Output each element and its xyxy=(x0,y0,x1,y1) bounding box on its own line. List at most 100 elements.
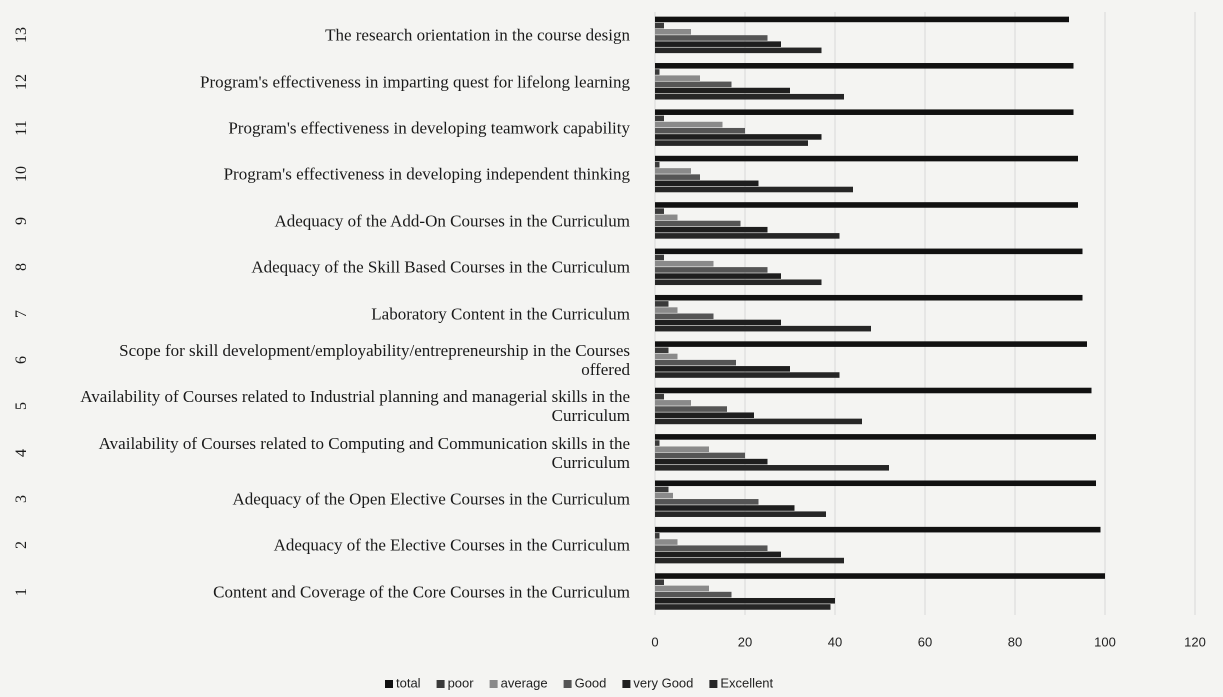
x-tick-label: 60 xyxy=(918,634,932,649)
legend-label: Excellent xyxy=(720,675,773,690)
bar xyxy=(655,585,709,592)
bar xyxy=(655,387,1092,394)
category-number: 8 xyxy=(13,263,30,272)
bar xyxy=(655,174,700,180)
bar xyxy=(655,233,840,239)
bar xyxy=(655,579,664,586)
x-tick-label: 120 xyxy=(1184,634,1206,649)
bar xyxy=(655,75,700,81)
bar xyxy=(655,533,660,539)
bar xyxy=(655,109,1074,115)
legend-swatch xyxy=(709,680,718,688)
category-label: Adequacy of the Add-On Courses in the Cu… xyxy=(274,211,630,231)
bar xyxy=(655,458,768,465)
bar xyxy=(655,214,678,221)
bar xyxy=(655,168,691,174)
legend-swatch xyxy=(385,680,393,688)
bar xyxy=(655,591,732,598)
category-label: Availability of Courses related to Indus… xyxy=(80,387,630,426)
bar xyxy=(655,319,781,326)
bar xyxy=(655,325,871,332)
bar xyxy=(655,499,759,505)
category-label: Adequacy of the Skill Based Courses in t… xyxy=(251,257,630,277)
bar xyxy=(655,186,853,193)
bar xyxy=(655,115,664,122)
bar xyxy=(655,93,844,100)
category-label: Scope for skill development/employabilit… xyxy=(119,340,630,379)
bar xyxy=(655,492,673,499)
bar xyxy=(655,347,669,354)
bar xyxy=(655,505,795,511)
legend-swatch xyxy=(563,680,572,688)
legend-label: Good xyxy=(575,675,607,690)
bar xyxy=(655,81,732,88)
category-number: 9 xyxy=(13,216,30,225)
bar xyxy=(655,539,678,545)
bar xyxy=(655,480,1096,487)
bar xyxy=(655,604,831,610)
category-number: 4 xyxy=(13,448,30,457)
legend-swatch xyxy=(489,680,498,688)
x-tick-label: 20 xyxy=(738,634,752,649)
bar xyxy=(655,573,1105,579)
bar xyxy=(655,545,768,551)
category-label: Availability of Courses related to Compu… xyxy=(98,433,630,472)
category-number: 11 xyxy=(13,120,30,136)
bar xyxy=(655,41,781,47)
bar xyxy=(655,87,790,94)
bar xyxy=(655,63,1074,69)
bar xyxy=(655,393,664,400)
category-number: 1 xyxy=(13,587,30,596)
bar xyxy=(655,359,736,366)
category-label: Program's effectiveness in imparting que… xyxy=(200,72,630,92)
x-tick-label: 40 xyxy=(828,634,842,649)
bar xyxy=(655,134,822,140)
bar xyxy=(655,440,660,446)
category-label: Content and Coverage of the Core Courses… xyxy=(213,582,630,602)
x-tick-label: 0 xyxy=(651,634,658,649)
bar xyxy=(655,248,1083,255)
bar xyxy=(655,341,1087,347)
bar xyxy=(655,465,889,471)
bar xyxy=(655,551,781,558)
bar xyxy=(655,267,768,273)
legend-label: average xyxy=(501,675,548,690)
bar xyxy=(655,366,790,372)
bar xyxy=(655,127,745,134)
category-number: 7 xyxy=(13,309,30,318)
category-number: 3 xyxy=(13,495,30,504)
bar xyxy=(655,226,768,233)
bar xyxy=(655,69,660,75)
bar xyxy=(655,180,759,187)
bar xyxy=(655,372,840,378)
category-label: Program's effectiveness in developing te… xyxy=(228,118,630,138)
bar xyxy=(655,294,1083,301)
bar xyxy=(655,557,844,564)
x-tick-label: 100 xyxy=(1094,634,1116,649)
legend-label: poor xyxy=(448,675,475,690)
bar xyxy=(655,301,669,307)
legend-swatch xyxy=(622,680,631,688)
bar xyxy=(655,220,741,227)
bar xyxy=(655,486,669,493)
bar xyxy=(655,47,822,54)
bar xyxy=(655,35,768,41)
bar xyxy=(655,313,714,320)
bar xyxy=(655,22,664,29)
category-number: 13 xyxy=(13,27,30,44)
bar xyxy=(655,452,745,459)
x-tick-label: 80 xyxy=(1008,634,1022,649)
bar xyxy=(655,140,808,146)
bar xyxy=(655,121,723,128)
bar xyxy=(655,307,678,313)
bar xyxy=(655,161,660,168)
bar xyxy=(655,254,664,261)
bar xyxy=(655,597,835,604)
bar xyxy=(655,16,1069,23)
bar xyxy=(655,406,727,412)
bar xyxy=(655,155,1078,162)
bar xyxy=(655,418,862,425)
category-label: The research orientation in the course d… xyxy=(325,25,630,45)
